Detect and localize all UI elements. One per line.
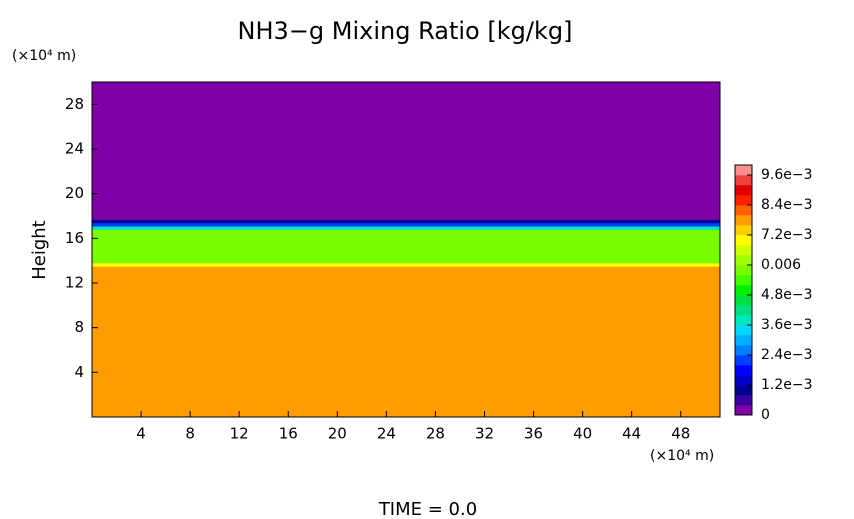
colorbar-step	[735, 345, 752, 356]
colorbar-tick-label: 2.4e−3	[761, 347, 813, 363]
colorbar-step	[735, 185, 752, 196]
colorbar-step	[735, 275, 752, 286]
colorbar-step	[735, 225, 752, 236]
y-tick-label: 16	[65, 229, 84, 247]
heatmap-band	[92, 219, 720, 224]
x-tick-label: 48	[671, 425, 690, 443]
colorbar-step	[735, 235, 752, 246]
y-unit: (×10⁴ m)	[12, 48, 76, 64]
x-tick-label: 28	[426, 425, 445, 443]
colorbar-step	[735, 255, 752, 266]
colorbar-frame	[734, 164, 753, 416]
colorbar-step	[735, 385, 752, 396]
colorbar-step	[735, 335, 752, 346]
colorbar-step	[735, 315, 752, 326]
y-axis-label: Height	[29, 220, 50, 280]
colorbar-step	[735, 355, 752, 366]
x-tick-label: 40	[573, 425, 592, 443]
x-tick-label: 12	[230, 425, 249, 443]
chart-title: NH3−g Mixing Ratio [kg/kg]	[238, 17, 573, 45]
colorbar-tick-label: 3.6e−3	[761, 317, 813, 333]
y-tick-label: 24	[65, 140, 84, 158]
heatmap-band	[92, 222, 720, 227]
y-tick-label: 28	[65, 95, 84, 113]
heatmap-band	[92, 229, 720, 264]
colorbar-step	[735, 405, 752, 416]
colorbar-step	[735, 365, 752, 376]
y-tick-label: 20	[65, 184, 84, 202]
colorbar-step	[735, 375, 752, 386]
x-tick-label: 4	[136, 425, 146, 443]
x-tick-label: 32	[475, 425, 494, 443]
heatmap-band	[92, 262, 720, 267]
colorbar-tick-label: 0	[761, 407, 770, 423]
x-tick-label: 24	[377, 425, 396, 443]
colorbar-tick-label: 9.6e−3	[761, 167, 813, 183]
colorbar-step	[735, 325, 752, 336]
colorbar-tick-label: 8.4e−3	[761, 197, 813, 213]
colorbar-step	[735, 285, 752, 296]
colorbar-tick-label: 1.2e−3	[761, 377, 813, 393]
footer: TIME = 0.0	[378, 499, 477, 519]
x-unit: (×10⁴ m)	[650, 448, 714, 464]
colorbar-step	[735, 395, 752, 406]
x-tick-label: 36	[524, 425, 543, 443]
colorbar-step	[735, 215, 752, 226]
x-tick-label: 20	[328, 425, 347, 443]
colorbar-step	[735, 175, 752, 186]
colorbar-step	[735, 305, 752, 316]
heatmap-band	[92, 266, 720, 418]
y-tick-label: 8	[74, 318, 84, 336]
colorbar-step	[735, 245, 752, 256]
colorbar-tick-label: 4.8e−3	[761, 287, 813, 303]
colorbar-step	[735, 295, 752, 306]
heatmap-band	[92, 82, 720, 220]
x-tick-label: 44	[622, 425, 641, 443]
x-tick-label: 16	[279, 425, 298, 443]
colorbar-step	[735, 195, 752, 206]
colorbar-step	[735, 205, 752, 216]
colorbar-step	[735, 165, 752, 176]
colorbar-tick-label: 7.2e−3	[761, 227, 813, 243]
colorbar-step	[735, 265, 752, 276]
y-tick-label: 12	[65, 274, 84, 292]
y-tick-label: 4	[74, 363, 84, 381]
colorbar-tick-label: 0.006	[761, 257, 801, 273]
heatmap-band	[92, 226, 720, 230]
x-tick-label: 8	[185, 425, 195, 443]
plot-frame	[91, 81, 721, 418]
